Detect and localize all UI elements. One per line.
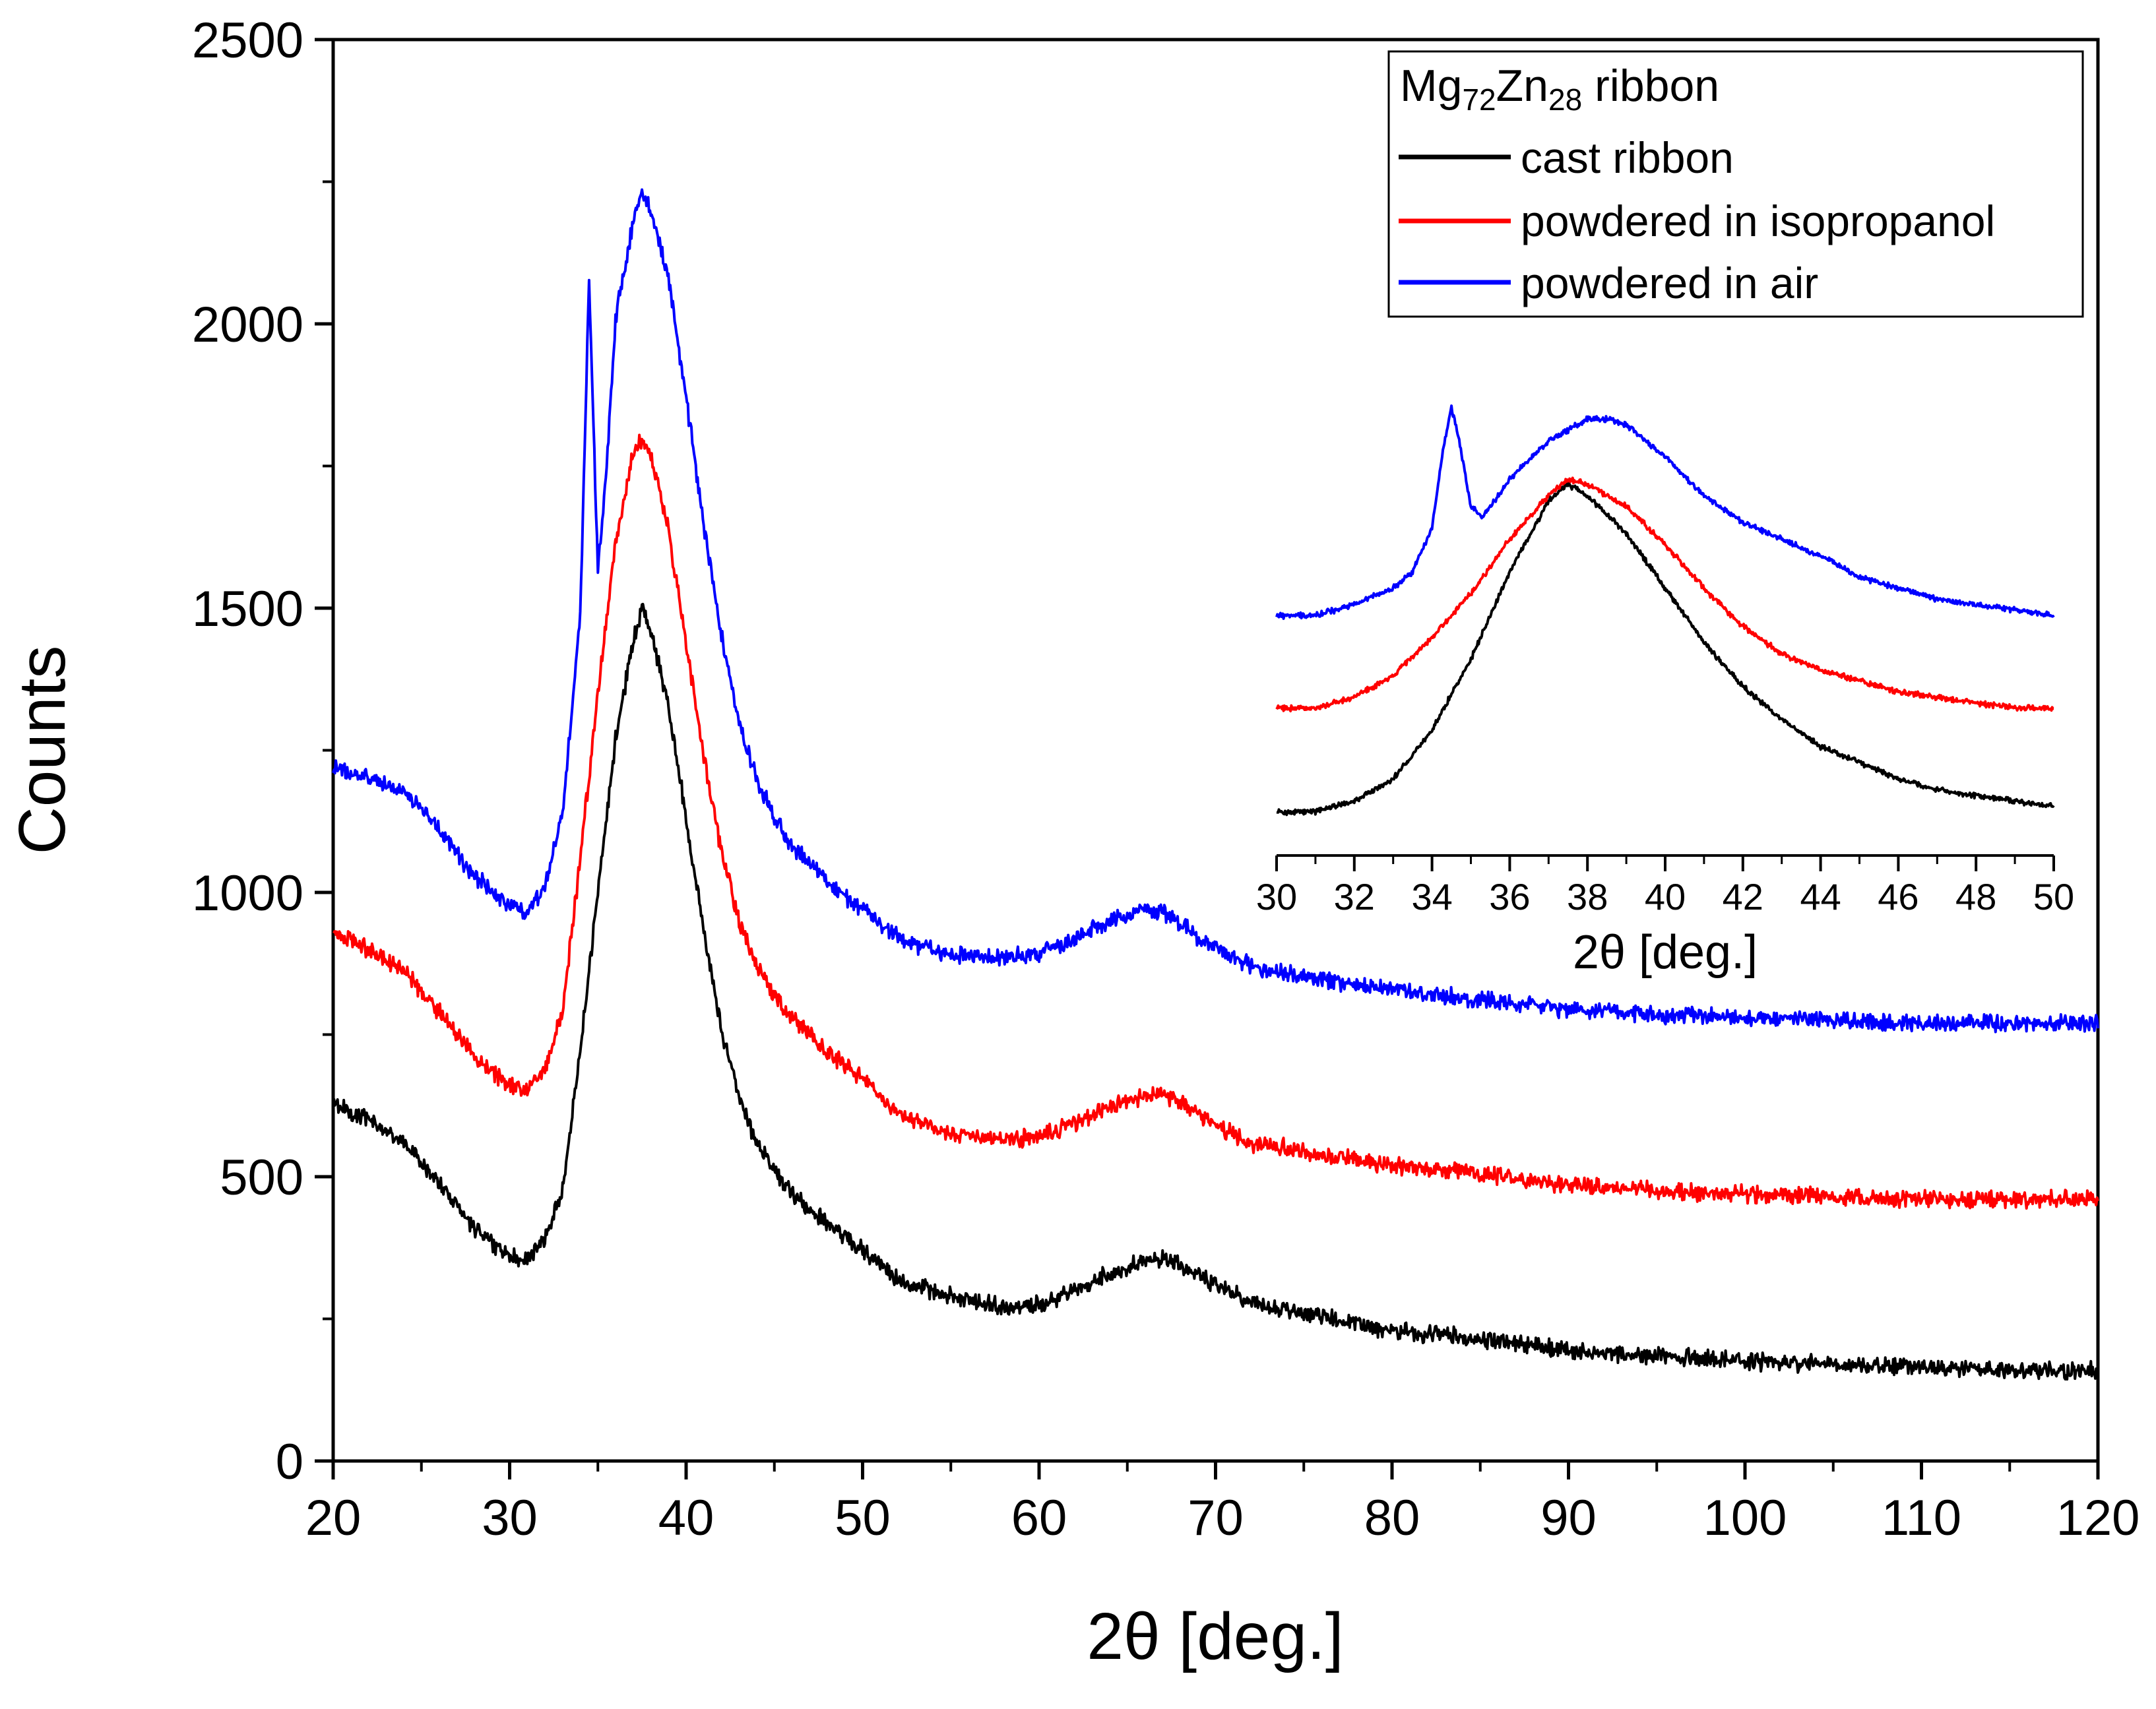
y-tick-label: 2500 — [192, 13, 303, 69]
inset-x-tick-label: 32 — [1334, 876, 1375, 917]
x-tick-label: 80 — [1364, 1490, 1420, 1546]
inset-x-tick-label: 46 — [1878, 876, 1918, 917]
inset-x-tick-label: 44 — [1800, 876, 1841, 917]
main-series-powdered-in-air — [332, 188, 2099, 1034]
legend-label-powdered-isopropanol: powdered in isopropanol — [1521, 197, 1995, 245]
y-tick-label: 1500 — [192, 581, 303, 637]
x-tick-label: 60 — [1011, 1490, 1067, 1546]
inset-series-cast-ribbon — [1276, 481, 2055, 817]
legend-title-zn-subscript: 28 — [1548, 82, 1582, 117]
y-tick-label: 500 — [220, 1150, 303, 1206]
y-tick-label: 0 — [276, 1434, 303, 1490]
legend-title-mg: Mg — [1400, 61, 1462, 111]
x-tick-label: 50 — [835, 1490, 891, 1546]
legend-title: Mg72Zn28 ribbon — [1400, 61, 1719, 117]
inset-x-tick-label: 30 — [1256, 876, 1297, 917]
main-y-axis-title: Counts — [5, 646, 79, 855]
legend-title-zn: Zn — [1496, 61, 1548, 111]
legend-label-cast-ribbon: cast ribbon — [1521, 133, 1734, 182]
inset-x-tick-label: 34 — [1411, 876, 1452, 917]
inset-x-tick-label: 36 — [1489, 876, 1530, 917]
inset-x-tick-label: 38 — [1567, 876, 1608, 917]
x-tick-label: 90 — [1540, 1490, 1597, 1546]
x-tick-label: 40 — [658, 1490, 714, 1546]
x-tick-label: 70 — [1188, 1490, 1244, 1546]
x-tick-label: 100 — [1703, 1490, 1787, 1546]
main-series-powdered-in-isopropanol — [333, 433, 2099, 1210]
inset-axis-ticks: 30 32 34 36 38 40 42 44 46 48 50 — [1256, 855, 2074, 917]
main-series-group — [332, 188, 2099, 1381]
y-tick-label: 2000 — [192, 297, 303, 353]
x-tick-label: 30 — [482, 1490, 538, 1546]
inset-x-tick-label: 42 — [1723, 876, 1763, 917]
x-tick-label: 120 — [2056, 1490, 2140, 1546]
inset-series-powdered-in-air — [1275, 404, 2055, 620]
x-tick-label: 20 — [305, 1490, 362, 1546]
legend-title-mg-subscript: 72 — [1462, 82, 1496, 117]
main-x-axis-title: 2θ [deg.] — [1087, 1600, 1343, 1673]
inset-series-group — [1275, 404, 2055, 817]
main-series-cast-ribbon — [332, 602, 2099, 1381]
legend: Mg72Zn28 ribbon cast ribbon powdered in … — [1387, 50, 2084, 318]
legend-label-powdered-air: powdered in air — [1521, 259, 1818, 307]
main-axis-ticks: 20 30 40 50 60 70 80 90 100 110 120 0 500 1000 1500 200… — [192, 13, 2140, 1546]
legend-title-suffix: ribbon — [1582, 61, 1719, 111]
y-tick-label: 1000 — [192, 865, 303, 921]
inset-x-tick-label: 48 — [1955, 876, 1996, 917]
inset-x-tick-label: 40 — [1645, 876, 1686, 917]
legend-box — [1387, 50, 2084, 318]
inset-x-axis-title: 2θ [deg.] — [1573, 926, 1758, 979]
inset-x-tick-label: 50 — [2033, 876, 2074, 917]
x-tick-label: 110 — [1882, 1490, 1961, 1546]
inset-series-powdered-in-isopropanol — [1275, 476, 2054, 712]
